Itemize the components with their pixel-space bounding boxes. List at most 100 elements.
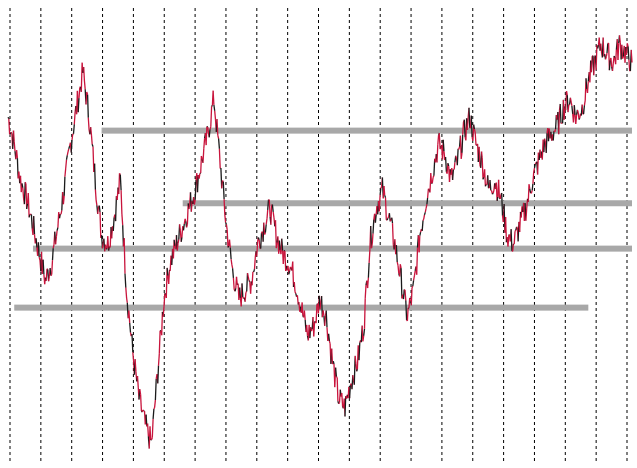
price-segment bbox=[265, 218, 268, 225]
price-segment bbox=[391, 217, 394, 224]
price-segment bbox=[225, 222, 227, 225]
price-segment bbox=[481, 157, 484, 180]
price-segment bbox=[200, 155, 203, 160]
price-segment bbox=[461, 134, 464, 153]
price-segment bbox=[530, 190, 533, 194]
price-segment bbox=[271, 204, 274, 212]
price-segment bbox=[85, 91, 88, 105]
price-segment bbox=[177, 239, 180, 244]
price-segment bbox=[210, 106, 213, 127]
price-segment bbox=[264, 224, 267, 233]
price-segment bbox=[83, 80, 86, 90]
price-segment bbox=[552, 130, 555, 141]
price-segment bbox=[292, 261, 295, 288]
price-segment bbox=[230, 259, 233, 265]
price-segment bbox=[400, 268, 403, 299]
price-segment bbox=[95, 199, 98, 206]
price-segment bbox=[495, 182, 498, 201]
price-segment bbox=[54, 236, 58, 245]
price-segment bbox=[12, 130, 15, 142]
price-segment bbox=[142, 409, 145, 412]
price-segment bbox=[583, 100, 586, 106]
price-segment bbox=[72, 124, 75, 134]
price-segment bbox=[560, 122, 563, 124]
price-segment bbox=[600, 43, 603, 54]
price-segment bbox=[10, 131, 13, 135]
price-segment bbox=[409, 297, 412, 302]
price-segment bbox=[232, 277, 235, 290]
price-segment bbox=[200, 155, 203, 174]
price-segment bbox=[336, 377, 339, 402]
price-segment bbox=[626, 43, 629, 47]
price-segment bbox=[51, 260, 54, 275]
price-segment bbox=[193, 199, 196, 205]
price-segment bbox=[504, 216, 508, 243]
price-segment bbox=[605, 52, 608, 57]
price-segment bbox=[222, 181, 225, 200]
price-segment bbox=[514, 229, 517, 232]
price-segment bbox=[618, 35, 621, 43]
price-segment bbox=[206, 125, 209, 128]
price-segment bbox=[379, 188, 382, 195]
price-segment bbox=[87, 117, 90, 130]
price-segment bbox=[153, 399, 157, 408]
price-segment bbox=[406, 307, 409, 321]
price-segment bbox=[430, 173, 433, 184]
price-segment bbox=[218, 148, 221, 169]
price-segment bbox=[139, 389, 142, 395]
price-segment bbox=[396, 261, 399, 266]
price-segment bbox=[123, 238, 126, 274]
price-segment bbox=[25, 183, 28, 210]
price-segment bbox=[114, 196, 118, 222]
price-segment bbox=[480, 151, 483, 158]
price-segment bbox=[455, 155, 458, 159]
price-segment bbox=[51, 248, 54, 261]
price-segment bbox=[56, 227, 59, 231]
price-segment bbox=[570, 101, 573, 107]
price-segment bbox=[322, 310, 325, 316]
price-segment bbox=[37, 242, 40, 258]
price-segment bbox=[371, 233, 374, 244]
price-segment bbox=[387, 216, 390, 219]
price-segment bbox=[124, 273, 127, 288]
vertical-grid bbox=[9, 8, 628, 462]
price-segment bbox=[412, 280, 415, 287]
price-segment bbox=[606, 43, 609, 54]
price-segment bbox=[91, 144, 94, 147]
price-segment bbox=[425, 204, 428, 209]
price-segment bbox=[389, 219, 392, 222]
price-segment bbox=[410, 287, 413, 306]
price-segment bbox=[239, 287, 242, 298]
price-segment bbox=[120, 190, 123, 215]
price-segment bbox=[260, 233, 263, 249]
price-segment bbox=[301, 302, 304, 316]
price-segment bbox=[565, 90, 568, 96]
price-segment bbox=[386, 217, 389, 221]
price-segment bbox=[442, 139, 445, 152]
price-segment bbox=[529, 188, 532, 194]
price-segment bbox=[68, 145, 71, 149]
price-segment bbox=[424, 208, 427, 213]
price-segment bbox=[582, 105, 586, 115]
price-segment bbox=[354, 355, 357, 364]
price-segment bbox=[246, 273, 249, 292]
price-segment bbox=[253, 269, 256, 273]
price-segment bbox=[256, 241, 259, 257]
price-segment bbox=[272, 211, 275, 218]
price-segment bbox=[162, 306, 165, 317]
price-segment bbox=[334, 367, 338, 377]
price-segment bbox=[104, 244, 107, 250]
price-segment bbox=[118, 173, 121, 195]
price-segment bbox=[97, 206, 100, 215]
price-segment bbox=[154, 378, 157, 401]
price-segment bbox=[67, 148, 70, 152]
price-segment bbox=[247, 276, 250, 281]
price-segment bbox=[253, 257, 256, 270]
price-segment bbox=[268, 199, 271, 217]
price-segment bbox=[209, 126, 212, 130]
price-segment bbox=[229, 247, 232, 260]
price-segment bbox=[58, 213, 61, 219]
price-segment bbox=[456, 148, 459, 166]
price-segment bbox=[437, 134, 440, 145]
price-segment bbox=[463, 119, 466, 138]
